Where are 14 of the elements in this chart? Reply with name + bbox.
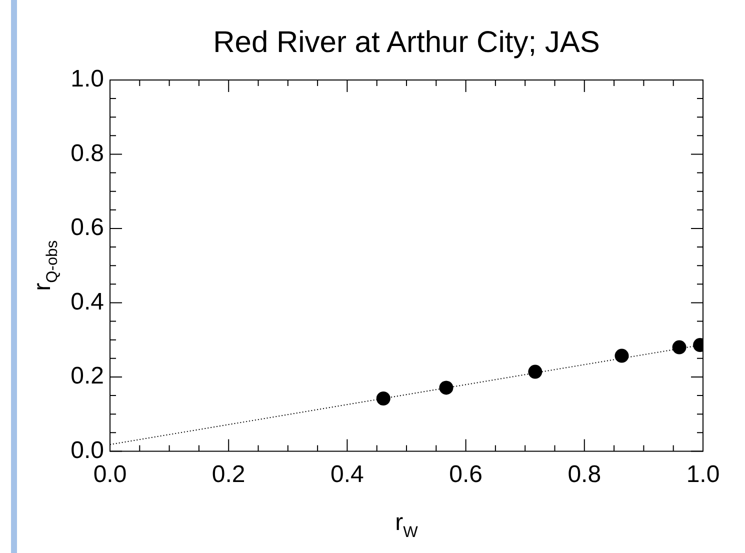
y-tick-label: 0.8 [70,140,104,167]
y-tick-label: 0.0 [70,436,104,464]
x-tick-label: 0.6 [449,461,482,488]
x-tick-label: 0.0 [93,461,127,488]
y-tick-label: 1.0 [70,66,104,93]
x-tick-label: 0.4 [330,461,364,488]
y-axis-title: rQ-obs [29,240,62,291]
x-tick-label: 1.0 [686,461,720,488]
y-tick-label: 0.4 [70,288,104,316]
y-tick-label: 0.6 [70,214,104,242]
x-tick-label: 0.2 [212,461,246,488]
y-tick-label: 0.2 [70,362,104,390]
chart-title: Red River at Arthur City; JAS [212,26,601,60]
x-tick-label: 0.8 [568,461,602,488]
